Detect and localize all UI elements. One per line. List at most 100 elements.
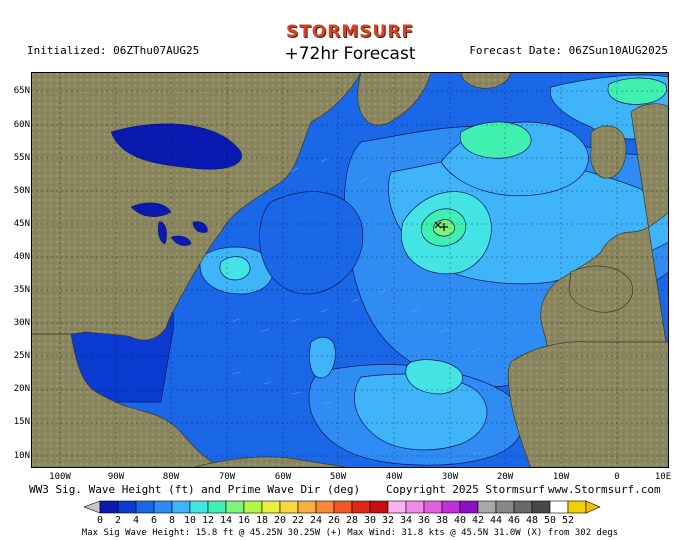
- scale-swatch: [441, 500, 461, 514]
- scale-swatch: [351, 500, 371, 514]
- scale-tick-label: 26: [327, 515, 341, 526]
- scale-tick-label: 20: [273, 515, 287, 526]
- scale-swatch: [459, 500, 479, 514]
- map-border: [31, 72, 669, 468]
- scale-swatch: [405, 500, 425, 514]
- initialized-label: Initialized: 06ZThu07AUG25: [27, 44, 200, 57]
- max-wave-marker: [440, 223, 448, 231]
- scale-tick-label: 40: [453, 515, 467, 526]
- scale-tick-label: 32: [381, 515, 395, 526]
- lat-label: 45N: [13, 219, 30, 229]
- lat-label: 10N: [13, 451, 30, 461]
- iberia: [568, 265, 633, 313]
- south-america: [190, 456, 352, 468]
- prime-wave-direction-arrows: [230, 157, 559, 455]
- scale-swatch: [423, 500, 443, 514]
- scale-tick-label: 50: [543, 515, 557, 526]
- scale-tick-label: 28: [345, 515, 359, 526]
- scale-swatch: [135, 500, 155, 514]
- greenland: [357, 72, 432, 126]
- lat-label: 60N: [13, 120, 30, 130]
- scale-tick-label: 16: [237, 515, 251, 526]
- website-link[interactable]: www.Stormsurf.com: [548, 483, 661, 496]
- max-values-footer: Max Sig Wave Height: 15.8 ft @ 45.25N 30…: [81, 528, 619, 538]
- lat-label: 15N: [13, 417, 30, 427]
- scale-swatch: [531, 500, 551, 514]
- lon-label: 0: [614, 472, 620, 482]
- scale-tick-label: 42: [471, 515, 485, 526]
- scale-tick-label: 52: [561, 515, 575, 526]
- scale-swatch: [387, 500, 407, 514]
- scale-swatch: [153, 500, 173, 514]
- land-masses: [31, 72, 669, 468]
- north-america: [31, 72, 362, 341]
- mexico-central-america: [31, 333, 222, 468]
- scale-swatch: [279, 500, 299, 514]
- forecast-date-label: Forecast Date: 06ZSun10AUG2025: [469, 44, 668, 57]
- lat-label: 35N: [13, 285, 30, 295]
- scale-tick-label: 36: [417, 515, 431, 526]
- lon-label: 50W: [329, 472, 347, 482]
- scale-swatch: [549, 500, 569, 514]
- scale-swatch: [495, 500, 515, 514]
- lat-label: 40N: [13, 252, 30, 262]
- forecast-title: +72hr Forecast: [284, 44, 416, 64]
- scale-tick-label: 38: [435, 515, 449, 526]
- max-wind-marker: [434, 221, 442, 229]
- scale-swatch: [567, 500, 587, 514]
- lon-label: 10W: [552, 472, 570, 482]
- scale-tick-label: 6: [150, 515, 158, 526]
- scale-tick-label: 24: [309, 515, 323, 526]
- great-lakes: [110, 123, 242, 246]
- lon-label: 40W: [385, 472, 403, 482]
- scale-swatch: [297, 500, 317, 514]
- wave-height-color-scale: [84, 500, 601, 514]
- scale-swatch: [261, 500, 281, 514]
- scale-tick-label: 44: [489, 515, 503, 526]
- copyright-label: Copyright 2025 Stormsurf: [386, 483, 545, 496]
- scale-swatch: [477, 500, 497, 514]
- scale-swatch: [171, 500, 191, 514]
- scale-labels: 0 2 4 6 8 10 12 14 16 18 20 22 24 26 28 30 32 34 36 38 40 42 4…: [0, 515, 700, 527]
- scale-tick-label: 2: [114, 515, 122, 526]
- scale-tick-label: 30: [363, 515, 377, 526]
- lon-label: 80W: [162, 472, 180, 482]
- africa: [507, 341, 669, 468]
- scale-tick-label: 22: [291, 515, 305, 526]
- graticule: [31, 72, 669, 468]
- scale-tick-label: 14: [219, 515, 233, 526]
- lat-label: 65N: [13, 86, 30, 96]
- scale-swatch: [225, 500, 245, 514]
- scale-tick-label: 18: [255, 515, 269, 526]
- scale-tick-label: 4: [132, 515, 140, 526]
- scale-swatch: [207, 500, 227, 514]
- map-caption: WW3 Sig. Wave Height (ft) and Prime Wave…: [29, 483, 361, 496]
- scale-tick-label: 12: [201, 515, 215, 526]
- scale-swatch: [99, 500, 119, 514]
- scale-swatch: [513, 500, 533, 514]
- wave-height-map: [31, 72, 669, 468]
- scale-tick-label: 46: [507, 515, 521, 526]
- scale-swatch: [315, 500, 335, 514]
- scale-tick-label: 48: [525, 515, 539, 526]
- scale-swatch: [333, 500, 353, 514]
- scale-tick-label: 34: [399, 515, 413, 526]
- scale-arrow-high: [585, 500, 601, 514]
- scale-tick-label: 0: [96, 515, 104, 526]
- lat-label: 50N: [13, 186, 30, 196]
- lat-label: 30N: [13, 318, 30, 328]
- lat-label: 25N: [13, 351, 30, 361]
- iceland: [460, 72, 512, 89]
- lon-label: 30W: [441, 472, 459, 482]
- scale-swatch: [117, 500, 137, 514]
- lon-label: 70W: [218, 472, 236, 482]
- lon-label: 60W: [274, 472, 292, 482]
- lat-label: 55N: [13, 153, 30, 163]
- scale-swatch: [243, 500, 263, 514]
- lon-label: 100W: [49, 472, 71, 482]
- lon-label: 90W: [107, 472, 125, 482]
- lat-label: 20N: [13, 384, 30, 394]
- stormsurf-logo: STORMSURF: [285, 22, 415, 42]
- scale-tick-label: 8: [168, 515, 176, 526]
- scale-swatch: [369, 500, 389, 514]
